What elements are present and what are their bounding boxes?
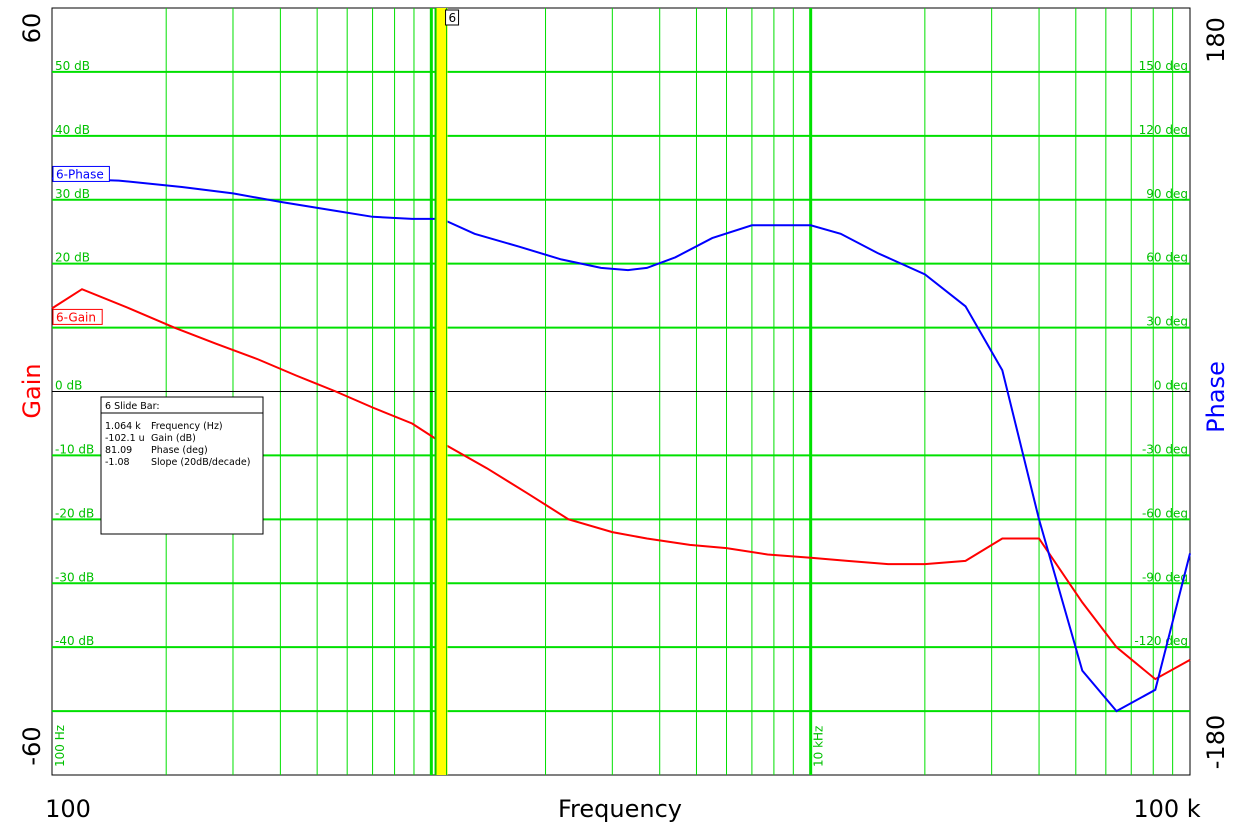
slide-bar-panel[interactable]: 6 Slide Bar: 1.064 k Frequency (Hz) -102… — [100, 396, 264, 535]
x-inner-label-10khz: 10 kHz — [812, 726, 826, 767]
left-axis-title: Gain — [18, 363, 46, 418]
phase-grid-label: 90 deg — [1146, 187, 1188, 201]
slide-bar-value-0: 1.064 k — [105, 421, 141, 432]
x-axis-max-label: 100 k — [1133, 795, 1200, 823]
phase-grid-label: -30 deg — [1142, 442, 1188, 456]
phase-grid-label: -120 deg — [1134, 634, 1188, 648]
series-labels: 6-Phase 6-Gain — [52, 165, 110, 325]
gain-grid-label: -30 dB — [55, 570, 94, 584]
left-axis-top-label: 60 — [18, 13, 46, 44]
slide-bar-frame — [100, 396, 264, 535]
phase-series-label: 6-Phase — [56, 167, 104, 181]
phase-grid-label: -90 deg — [1142, 570, 1188, 584]
phase-series-label-box — [52, 165, 110, 182]
phase-grid-label: -60 deg — [1142, 506, 1188, 520]
cursor-tag[interactable] — [445, 9, 460, 26]
inner-labels: 100 Hz 10 kHz — [53, 725, 826, 767]
gain-grid-label: -10 dB — [55, 442, 94, 456]
gain-grid-label: 50 dB — [55, 59, 90, 73]
phase-grid-label: 30 deg — [1146, 315, 1188, 329]
cursor-bar-highlight[interactable] — [435, 8, 448, 775]
gain-grid-label: 40 dB — [55, 123, 90, 137]
x-axis-title: Frequency — [558, 795, 682, 823]
slide-bar-desc-3: Slope (20dB/decade) — [151, 457, 250, 468]
series — [51, 177, 1191, 713]
slide-bar-desc-2: Phase (deg) — [151, 445, 208, 456]
gain-grid-label: -40 dB — [55, 634, 94, 648]
series-line-gain — [51, 288, 1191, 681]
slide-bar-value-1: -102.1 u — [105, 433, 145, 444]
cursor-bar[interactable]: 6 — [434, 8, 460, 775]
slide-bar-desc-0: Frequency (Hz) — [151, 421, 223, 432]
phase-grid-label: 150 deg — [1139, 59, 1188, 73]
slide-bar-value-3: -1.08 — [105, 457, 130, 468]
phase-grid-label: 60 deg — [1146, 251, 1188, 265]
x-inner-label-100hz: 100 Hz — [53, 725, 67, 767]
phase-grid-label: 0 deg — [1154, 379, 1188, 393]
series-line-phase — [51, 177, 1191, 713]
gain-grid-label: 20 dB — [55, 251, 90, 265]
gain-grid-label: 0 dB — [55, 379, 82, 393]
right-axis-bottom-label: -180 — [1202, 715, 1230, 769]
right-axis-title: Phase — [1202, 361, 1230, 433]
cursor-tag-label: 6 — [449, 11, 457, 25]
phase-grid-label: 120 deg — [1139, 123, 1188, 137]
slide-bar-value-2: 81.09 — [105, 445, 132, 456]
x-axis-min-label: 100 — [45, 795, 91, 823]
left-axis-bottom-label: -60 — [18, 726, 46, 765]
gain-series-label-box — [52, 308, 103, 325]
right-axis-top-label: 180 — [1202, 17, 1230, 63]
gain-series-label: 6-Gain — [56, 310, 96, 324]
slide-bar-title: 6 Slide Bar: — [105, 401, 160, 412]
gain-grid-label: 30 dB — [55, 187, 90, 201]
gain-grid-label: -20 dB — [55, 506, 94, 520]
slide-bar-desc-1: Gain (dB) — [151, 433, 196, 444]
